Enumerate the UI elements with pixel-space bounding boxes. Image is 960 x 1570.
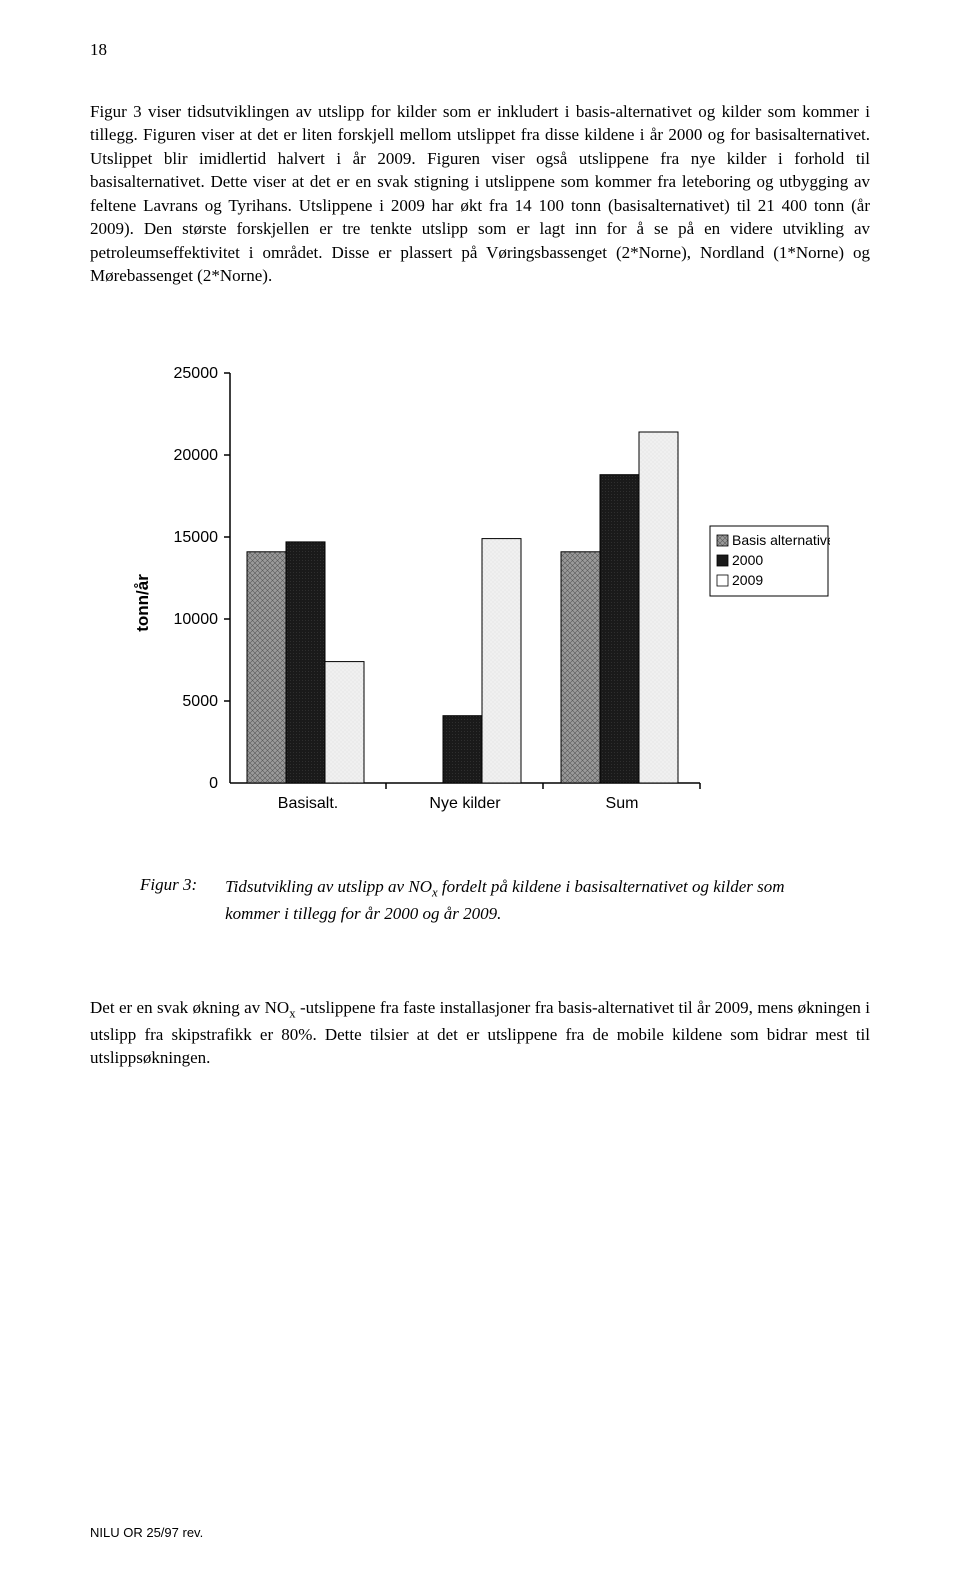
figure-caption-label: Figur 3: xyxy=(140,875,197,926)
page-number: 18 xyxy=(90,40,870,60)
ytick-10000: 10000 xyxy=(174,611,219,628)
ytick-5000: 5000 xyxy=(182,693,218,710)
legend-item-2009: 2009 xyxy=(732,572,763,588)
ytick-25000: 25000 xyxy=(174,365,219,382)
figure-caption: Figur 3: Tidsutvikling av utslipp av NOx… xyxy=(90,875,870,926)
xtick-sum: Sum xyxy=(606,795,639,812)
bar-group-nyekilder xyxy=(443,538,521,782)
bar-group-basisalt xyxy=(247,542,364,783)
figure-caption-text: Tidsutvikling av utslipp av NOx fordelt … xyxy=(225,875,840,926)
legend-item-2000: 2000 xyxy=(732,552,763,568)
ytick-15000: 15000 xyxy=(174,529,219,546)
xtick-basisalt: Basisalt. xyxy=(278,795,338,812)
caption-text-before: Tidsutvikling av utslipp av NO xyxy=(225,877,432,896)
ytick-0: 0 xyxy=(209,775,218,792)
bottom-text-before: Det er en svak økning av NO xyxy=(90,998,289,1017)
footer: NILU OR 25/97 rev. xyxy=(90,1525,203,1540)
bar-group-sum xyxy=(561,432,678,783)
y-axis: 25000 20000 15000 10000 5000 0 xyxy=(174,365,231,792)
bar-chart: 25000 20000 15000 10000 5000 0 tonn/år B… xyxy=(130,343,830,863)
ytick-20000: 20000 xyxy=(174,447,219,464)
legend: Basis alternativet 2000 2009 xyxy=(710,526,830,596)
bottom-paragraph: Det er en svak økning av NOx -utslippene… xyxy=(90,996,870,1070)
y-axis-label: tonn/år xyxy=(133,573,152,631)
xtick-nyekilder: Nye kilder xyxy=(429,795,501,812)
legend-item-basis: Basis alternativet xyxy=(732,532,830,548)
main-paragraph: Figur 3 viser tidsutviklingen av utslipp… xyxy=(90,100,870,288)
